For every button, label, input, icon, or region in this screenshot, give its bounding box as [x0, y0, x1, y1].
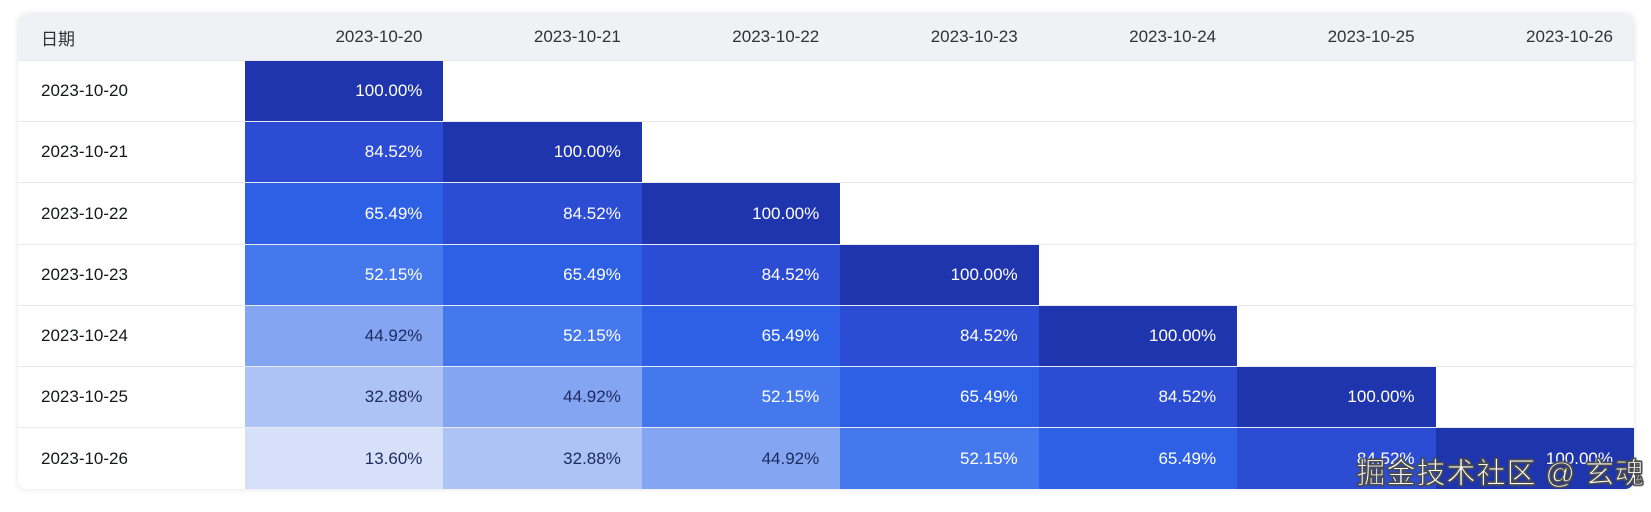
retention-cell: 32.88% [245, 366, 444, 428]
retention-cell: 52.15% [443, 304, 642, 367]
retention-cell: 100.00% [1435, 427, 1634, 489]
column-header-date: 2023-10-26 [1435, 14, 1634, 61]
row-date-label: 2023-10-25 [18, 366, 245, 428]
row-date-label: 2023-10-22 [18, 182, 245, 245]
corner-header: 日期 [18, 14, 245, 61]
column-header-date: 2023-10-21 [443, 14, 642, 61]
empty-cell [1038, 59, 1238, 122]
retention-cell: 84.52% [840, 304, 1039, 367]
empty-cell [840, 182, 1039, 245]
column-header-date: 2023-10-25 [1237, 14, 1436, 61]
empty-cell [1038, 121, 1238, 183]
empty-cell [1435, 59, 1634, 122]
column-header-date: 2023-10-24 [1038, 14, 1238, 61]
table-row: 2023-10-25 32.88% 44.92% 52.15% 65.49% 84.52%… [18, 366, 1634, 428]
retention-cell: 65.49% [1038, 427, 1238, 489]
empty-cell [1435, 366, 1634, 428]
empty-cell [443, 59, 642, 122]
empty-cell [641, 121, 841, 183]
retention-cell: 65.49% [245, 182, 444, 245]
table-row: 2023-10-26 13.60% 32.88% 44.92% 52.15% 65.49%… [18, 427, 1634, 489]
cohort-retention-table: 日期 2023-10-20 2023-10-21 2023-10-22 2023-10… [18, 14, 1634, 489]
table-row: 2023-10-23 52.15% 65.49% 84.52% 100.00% [18, 243, 1634, 306]
retention-cell: 84.52% [1038, 366, 1238, 428]
retention-table-card: 日期 2023-10-20 2023-10-21 2023-10-22 2023-10… [18, 14, 1634, 489]
column-header-date: 2023-10-23 [840, 14, 1039, 61]
retention-cell: 84.52% [443, 182, 642, 245]
retention-cell: 100.00% [443, 121, 642, 183]
retention-cell: 65.49% [443, 243, 642, 306]
retention-cell: 52.15% [641, 366, 841, 428]
retention-cell: 100.00% [641, 182, 841, 245]
empty-cell [840, 59, 1039, 122]
empty-cell [1435, 182, 1634, 245]
header-row: 日期 2023-10-20 2023-10-21 2023-10-22 2023-10… [18, 14, 1634, 61]
row-date-label: 2023-10-20 [18, 59, 245, 122]
retention-cell: 100.00% [840, 243, 1039, 306]
table-header: 日期 2023-10-20 2023-10-21 2023-10-22 2023-10… [18, 14, 1634, 61]
empty-cell [1435, 304, 1634, 367]
empty-cell [1237, 121, 1436, 183]
row-date-label: 2023-10-24 [18, 304, 245, 367]
empty-cell [1038, 243, 1238, 306]
watermark: 掘金技术社区 @ 玄魂 [1356, 458, 1645, 491]
empty-cell [840, 121, 1039, 183]
table-body: 2023-10-20 100.00% 2023-10-21 84.52% 100.00%… [18, 59, 1634, 489]
retention-cell: 100.00% [245, 59, 444, 122]
empty-cell [1237, 304, 1436, 367]
table-row: 2023-10-20 100.00% [18, 59, 1634, 122]
empty-cell [1038, 182, 1238, 245]
retention-cell: 84.52% [245, 121, 444, 183]
retention-cell: 65.49% [641, 304, 841, 367]
retention-cell: 100.00% [1038, 304, 1238, 367]
empty-cell [1237, 243, 1436, 306]
retention-cell: 84.52% [1237, 427, 1436, 489]
retention-cell: 44.92% [245, 304, 444, 367]
retention-cell: 44.92% [443, 366, 642, 428]
row-date-label: 2023-10-26 [18, 427, 245, 489]
table-row: 2023-10-24 44.92% 52.15% 65.49% 84.52% 100.00… [18, 304, 1634, 367]
row-date-label: 2023-10-23 [18, 243, 245, 306]
retention-cell: 32.88% [443, 427, 642, 489]
empty-cell [1435, 121, 1634, 183]
column-header-date: 2023-10-22 [641, 14, 841, 61]
empty-cell [641, 59, 841, 122]
retention-cell: 13.60% [245, 427, 444, 489]
retention-cell: 52.15% [245, 243, 444, 306]
empty-cell [1237, 182, 1436, 245]
table-row: 2023-10-22 65.49% 84.52% 100.00% [18, 182, 1634, 245]
retention-cell: 84.52% [641, 243, 841, 306]
empty-cell [1435, 243, 1634, 306]
retention-cell: 44.92% [641, 427, 841, 489]
column-header-date: 2023-10-20 [245, 14, 444, 61]
retention-cell: 100.00% [1237, 366, 1436, 428]
retention-cell: 52.15% [840, 427, 1039, 489]
row-date-label: 2023-10-21 [18, 121, 245, 183]
table-row: 2023-10-21 84.52% 100.00% [18, 121, 1634, 183]
retention-cell: 65.49% [840, 366, 1039, 428]
empty-cell [1237, 59, 1436, 122]
